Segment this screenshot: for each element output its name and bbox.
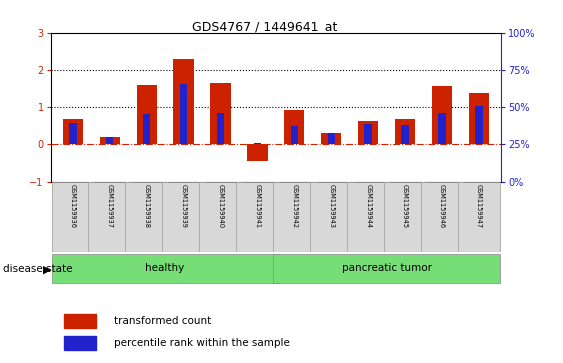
Bar — [321, 133, 341, 144]
Bar — [247, 144, 267, 161]
Bar — [62, 119, 83, 144]
Text: GSM1159936: GSM1159936 — [70, 184, 76, 228]
Bar — [217, 113, 224, 144]
Bar — [254, 143, 261, 144]
Text: percentile rank within the sample: percentile rank within the sample — [114, 338, 289, 348]
FancyBboxPatch shape — [458, 182, 501, 252]
Bar — [180, 83, 187, 144]
Bar — [143, 114, 150, 144]
FancyBboxPatch shape — [162, 182, 205, 252]
FancyBboxPatch shape — [199, 182, 242, 252]
Text: pancreatic tumor: pancreatic tumor — [342, 263, 432, 273]
FancyBboxPatch shape — [421, 182, 463, 252]
FancyBboxPatch shape — [126, 182, 168, 252]
Text: GSM1159940: GSM1159940 — [217, 184, 224, 228]
Bar — [439, 113, 446, 144]
Bar — [64, 314, 96, 329]
Text: disease state: disease state — [3, 264, 72, 274]
Text: GSM1159943: GSM1159943 — [328, 184, 334, 228]
Text: GSM1159946: GSM1159946 — [439, 184, 445, 228]
Bar — [432, 86, 452, 144]
Bar — [284, 110, 305, 144]
Text: GSM1159938: GSM1159938 — [144, 184, 150, 228]
Bar — [364, 124, 372, 144]
Text: GSM1159939: GSM1159939 — [181, 184, 186, 228]
Text: transformed count: transformed count — [114, 316, 211, 326]
FancyBboxPatch shape — [310, 182, 352, 252]
Bar — [173, 59, 194, 144]
Bar — [211, 83, 231, 144]
Bar — [469, 93, 489, 144]
Bar — [395, 119, 415, 144]
Text: GSM1159944: GSM1159944 — [365, 184, 371, 228]
FancyBboxPatch shape — [347, 182, 390, 252]
Text: GSM1159937: GSM1159937 — [107, 184, 113, 228]
Text: GSM1159941: GSM1159941 — [254, 184, 261, 228]
FancyBboxPatch shape — [236, 182, 279, 252]
Bar — [69, 123, 77, 144]
Bar — [358, 121, 378, 144]
Text: GSM1159942: GSM1159942 — [291, 184, 297, 228]
Text: GSM1159945: GSM1159945 — [402, 184, 408, 228]
Bar — [100, 137, 120, 144]
Text: ▶: ▶ — [42, 264, 51, 274]
FancyBboxPatch shape — [51, 254, 279, 283]
Text: GSM1159947: GSM1159947 — [476, 184, 482, 228]
Bar — [136, 85, 157, 144]
FancyBboxPatch shape — [384, 182, 426, 252]
Bar — [328, 133, 335, 144]
Bar — [291, 126, 298, 144]
FancyBboxPatch shape — [88, 182, 131, 252]
Bar — [475, 106, 482, 144]
Text: GDS4767 / 1449641_at: GDS4767 / 1449641_at — [192, 20, 337, 33]
FancyBboxPatch shape — [273, 182, 316, 252]
Bar — [106, 137, 113, 144]
FancyBboxPatch shape — [273, 254, 501, 283]
FancyBboxPatch shape — [51, 182, 94, 252]
Bar — [64, 336, 96, 350]
Bar — [401, 125, 409, 144]
Text: healthy: healthy — [145, 263, 185, 273]
